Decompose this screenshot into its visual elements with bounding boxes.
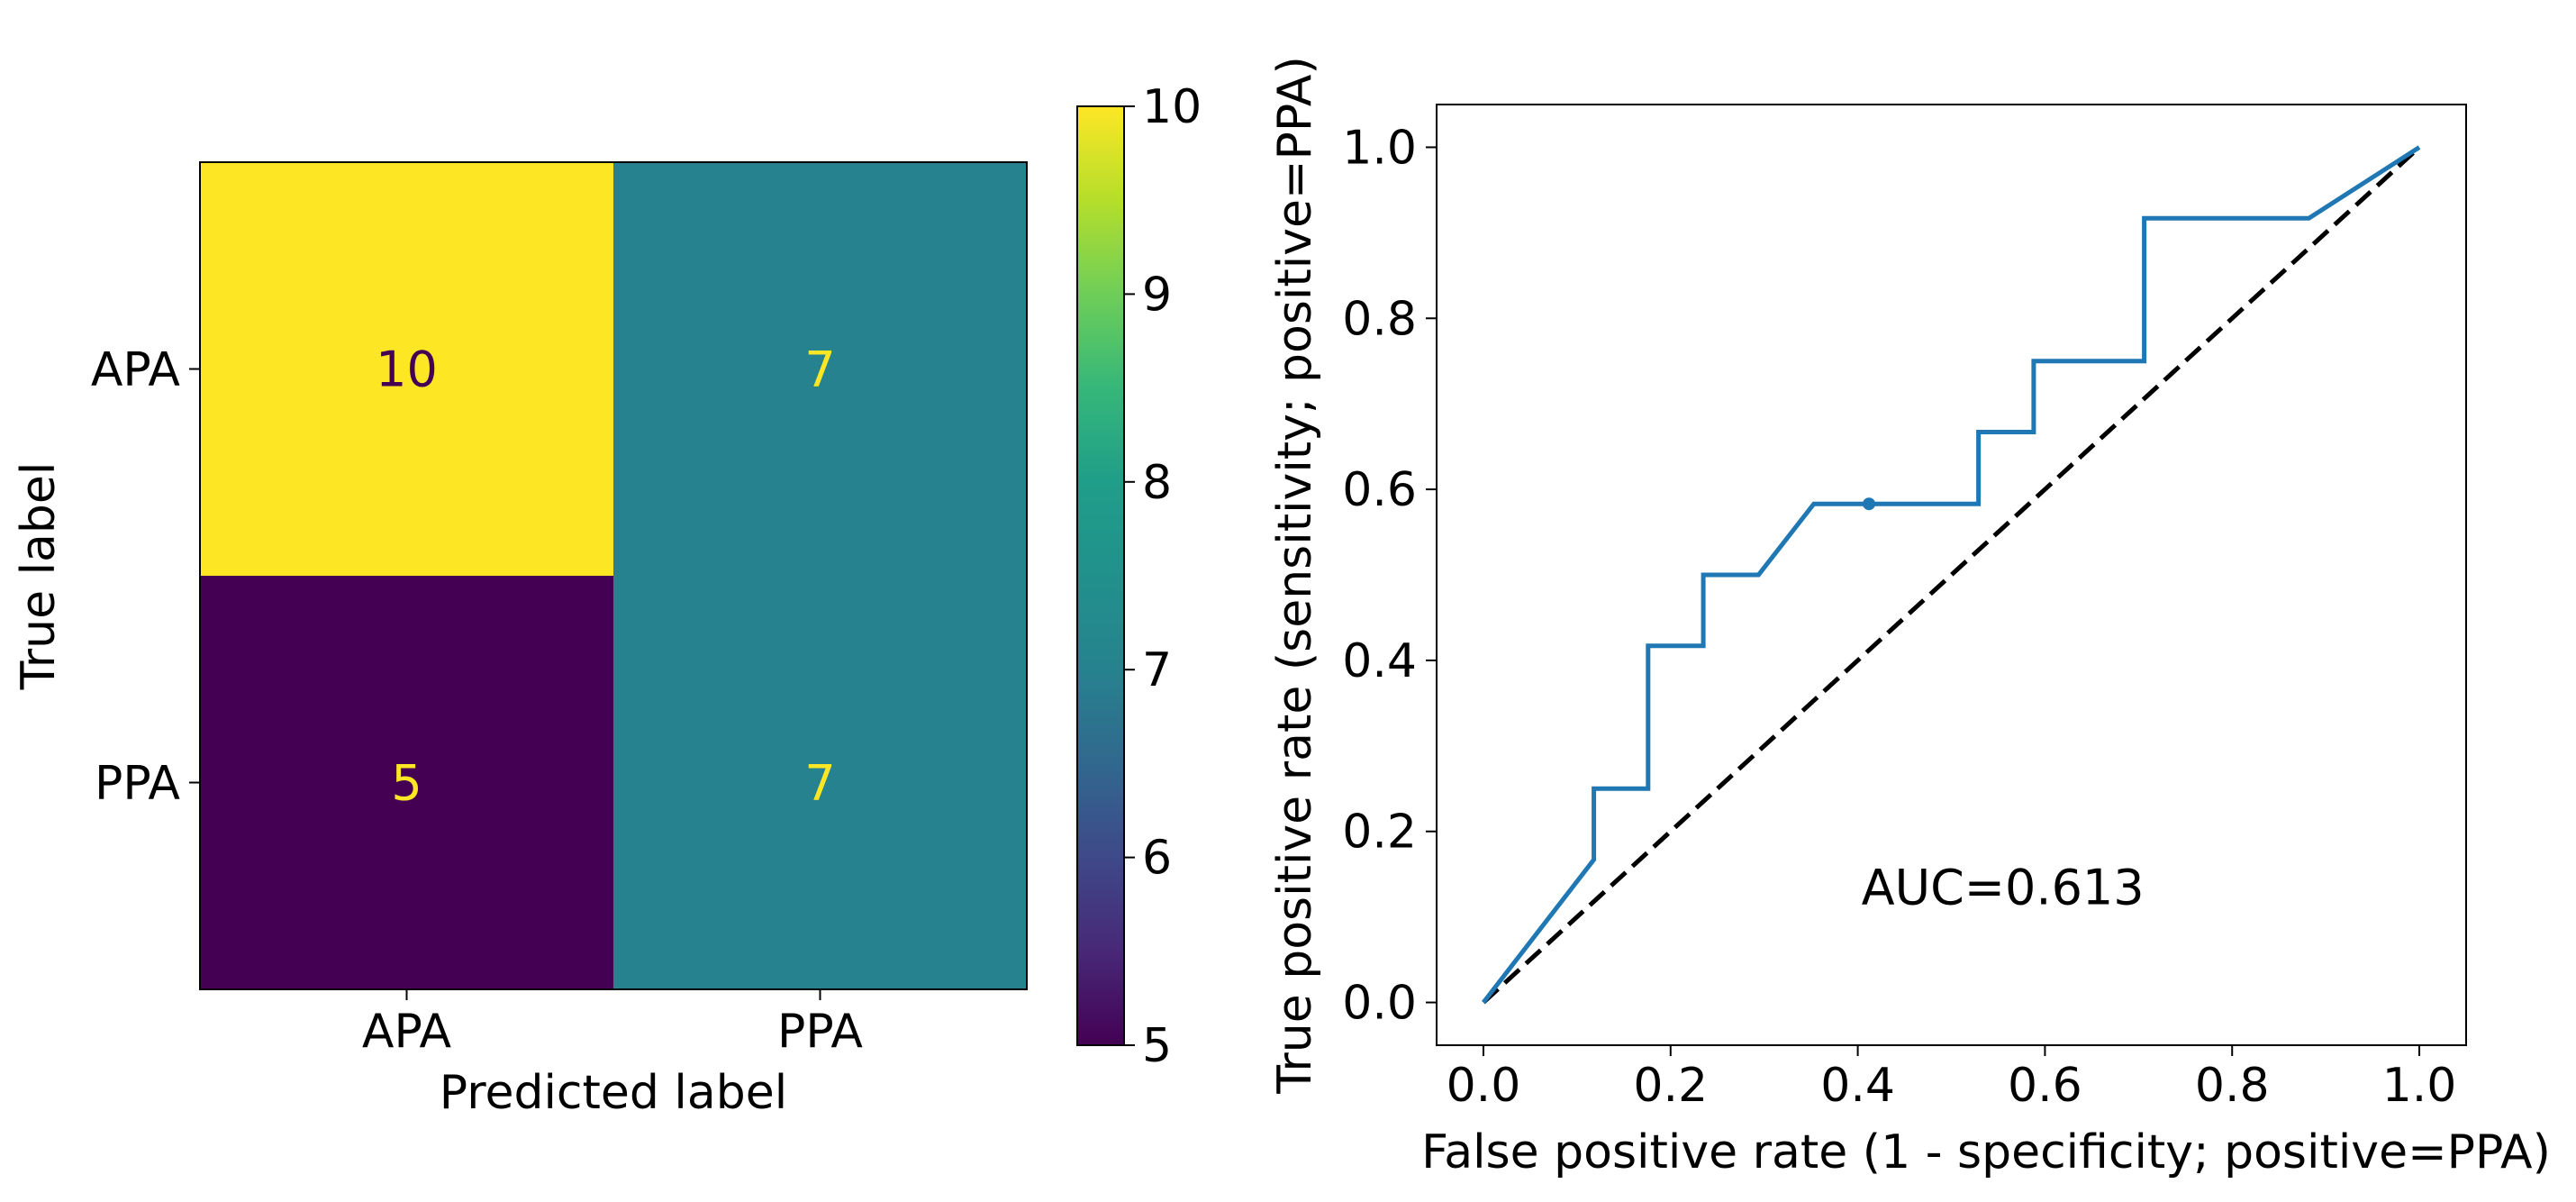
colorbar-tick-label: 6 bbox=[1142, 832, 1172, 886]
confusion-matrix-ylabel: True label bbox=[12, 462, 66, 691]
colorbar-tick-label: 8 bbox=[1142, 456, 1172, 510]
roc-xtick-label: 0.0 bbox=[1447, 1059, 1521, 1113]
roc-ytick-label: 0.2 bbox=[1342, 806, 1417, 860]
cm-xtick-label: APA bbox=[362, 1005, 452, 1059]
colorbar-gradient bbox=[1076, 105, 1125, 1046]
colorbar-tick-label: 9 bbox=[1142, 268, 1172, 322]
roc-ytick-label: 0.4 bbox=[1342, 634, 1417, 688]
cm-cell-0-0 bbox=[200, 162, 613, 576]
confusion-matrix: 10 7 5 7 APA PPA APA PPA Predicted label True … bbox=[12, 161, 1028, 1120]
cm-cell-value-1-1: 7 bbox=[804, 755, 835, 812]
colorbar-tick-label: 7 bbox=[1142, 643, 1172, 697]
cm-cell-value-0-0: 10 bbox=[376, 341, 438, 398]
confusion-matrix-frame bbox=[199, 161, 1028, 990]
roc-plot-frame bbox=[1436, 104, 2467, 1046]
colorbar: 5 6 7 8 9 10 bbox=[1076, 80, 1202, 1073]
colorbar-tick-label: 5 bbox=[1142, 1019, 1172, 1073]
roc-ylabel: True positive rate (sensitivity; positiv… bbox=[1268, 56, 1322, 1095]
roc-chart: 0.0 0.2 0.4 0.6 0.8 1.0 0.0 0.2 0.4 0.6 0.8 1.0 AUC… bbox=[1268, 56, 2551, 1179]
auc-annotation: AUC=0.613 bbox=[1862, 859, 2145, 915]
cm-cell-value-1-0: 5 bbox=[391, 755, 422, 812]
roc-curve-line bbox=[1482, 145, 2421, 1005]
cm-ytick-label: PPA bbox=[95, 757, 180, 811]
roc-ytick-label: 0.6 bbox=[1342, 463, 1417, 517]
roc-xtick-label: 0.8 bbox=[2195, 1059, 2270, 1113]
cm-cell-0-1 bbox=[613, 162, 1027, 576]
roc-xtick-label: 0.6 bbox=[2008, 1059, 2082, 1113]
roc-xlabel: False positive rate (1 - specificity; po… bbox=[1421, 1125, 2551, 1179]
cm-cell-value-0-1: 7 bbox=[804, 341, 835, 398]
roc-xtick-label: 0.4 bbox=[1820, 1059, 1895, 1113]
cm-cell-1-0 bbox=[200, 576, 613, 989]
operating-point-marker bbox=[1863, 497, 1876, 511]
confusion-matrix-xlabel: Predicted label bbox=[440, 1066, 787, 1120]
cm-xtick-label: PPA bbox=[777, 1005, 863, 1059]
roc-xtick-label: 1.0 bbox=[2382, 1059, 2457, 1113]
colorbar-tick-label: 10 bbox=[1142, 80, 1202, 134]
cm-ytick-label: APA bbox=[91, 343, 181, 397]
chance-diagonal-line bbox=[1482, 145, 2421, 1005]
roc-xtick-label: 0.2 bbox=[1633, 1059, 1708, 1113]
roc-ytick-label: 1.0 bbox=[1342, 121, 1417, 175]
roc-ytick-label: 0.0 bbox=[1342, 977, 1417, 1031]
roc-ytick-label: 0.8 bbox=[1342, 292, 1417, 346]
cm-cell-1-1 bbox=[613, 576, 1027, 989]
